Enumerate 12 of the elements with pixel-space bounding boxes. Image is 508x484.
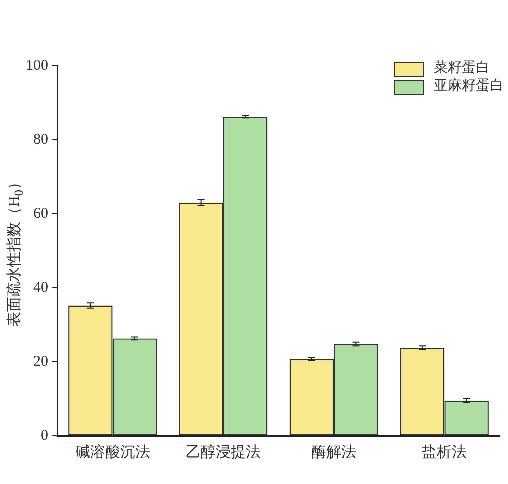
legend-label: 菜籽蛋白 xyxy=(434,60,490,78)
x-tick-label: 酶解法 xyxy=(312,444,357,461)
legend-label: 亚麻籽蛋白 xyxy=(434,78,504,96)
x-tick-label: 盐析法 xyxy=(422,444,468,461)
x-tick-label: 碱溶酸沉法 xyxy=(75,444,150,461)
y-tick-label: 80 xyxy=(34,132,48,148)
y-tick-label: 20 xyxy=(34,354,48,370)
y-tick-label: 40 xyxy=(34,280,48,296)
y-tick-label: 100 xyxy=(26,58,48,74)
y-tick-label: 0 xyxy=(41,428,48,444)
x-tick-label: 乙醇浸提法 xyxy=(186,444,261,461)
y-tick-label: 60 xyxy=(34,206,48,222)
